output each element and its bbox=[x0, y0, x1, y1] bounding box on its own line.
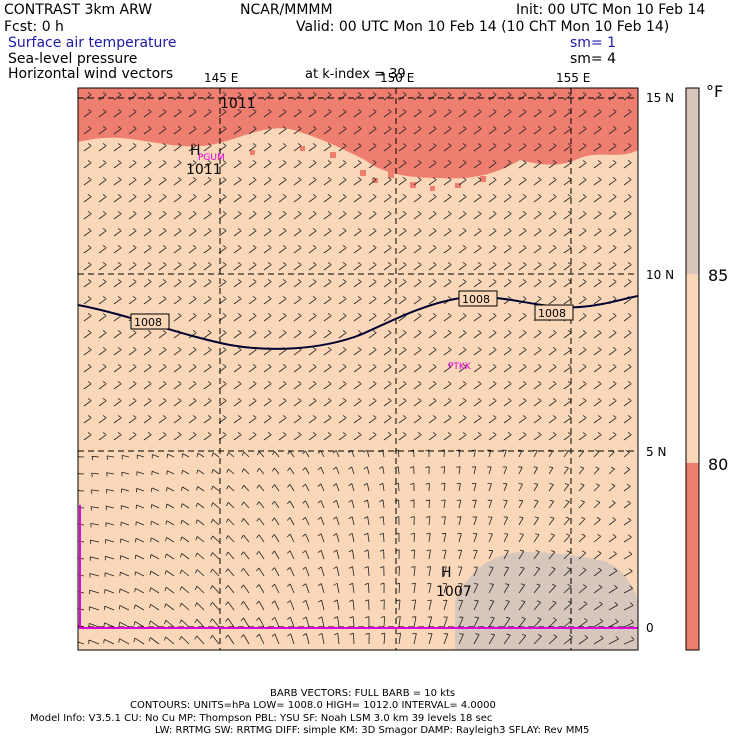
lat-label-10n: 10 N bbox=[646, 268, 674, 282]
high-pressure-value: 1011 bbox=[186, 162, 222, 178]
domain-boundary bbox=[79, 505, 638, 629]
high-pressure-value: 1007 bbox=[436, 584, 472, 600]
wind-barb-field bbox=[78, 92, 635, 645]
high-pressure-value: 1011 bbox=[220, 96, 256, 112]
colorbar: °F 85 80 bbox=[685, 82, 728, 651]
colorbar-label-85: 85 bbox=[708, 266, 728, 285]
contour-label: 1008 bbox=[134, 316, 162, 329]
contour-label: 1008 bbox=[462, 293, 490, 306]
colorbar-segment-mid bbox=[686, 274, 699, 463]
lon-label-145e: 145 E bbox=[204, 71, 238, 85]
hot-temperature-region bbox=[455, 552, 638, 650]
high-pressure-symbol: H bbox=[190, 143, 201, 159]
colorbar-segment-warm bbox=[686, 463, 699, 650]
lat-label-equator: 0 bbox=[646, 621, 654, 635]
contour-label: 1008 bbox=[538, 307, 566, 320]
contour-label-box bbox=[534, 304, 574, 321]
station-ptkk: PTKK bbox=[448, 362, 472, 372]
level-label: at k-index = 39 bbox=[305, 67, 406, 82]
field-sea-level-pressure: Sea-level pressure bbox=[8, 51, 138, 67]
valid-time: Valid: 00 UTC Mon 10 Feb 14 (10 ChT Mon … bbox=[296, 19, 670, 35]
model-title: CONTRAST 3km ARW bbox=[4, 2, 153, 18]
plot-frame bbox=[77, 87, 639, 651]
temperature-field bbox=[78, 88, 638, 650]
lat-label-5n: 5 N bbox=[646, 445, 666, 459]
forecast-hour: Fcst: 0 h bbox=[4, 19, 64, 35]
contour-label-box bbox=[458, 290, 498, 307]
contour-label-box bbox=[130, 313, 170, 330]
init-time: Init: 00 UTC Mon 10 Feb 14 bbox=[516, 2, 706, 18]
colorbar-frame bbox=[685, 87, 700, 651]
contour-labels: 1008 1008 1008 bbox=[130, 290, 574, 330]
colorbar-label-80: 80 bbox=[708, 455, 728, 474]
lat-label-15n: 15 N bbox=[646, 91, 674, 105]
warm-temperature-region bbox=[78, 88, 638, 179]
field-surface-temperature: Surface air temperature bbox=[8, 35, 177, 51]
lon-label-150e: 150 E bbox=[380, 71, 414, 85]
field-surface-temperature-smoothing: sm= 1 bbox=[570, 35, 617, 51]
high-pressure-symbol: H bbox=[441, 565, 452, 581]
pressure-centers: 1011 H 1011 H 1007 bbox=[186, 96, 472, 600]
barb-legend: BARB VECTORS: FULL BARB = 10 kts bbox=[270, 688, 456, 699]
contour-legend: CONTOURS: UNITS=hPa LOW= 1008.0 HIGH= 10… bbox=[130, 700, 496, 711]
lon-label-155e: 155 E bbox=[556, 71, 590, 85]
wind-barbs bbox=[78, 92, 635, 645]
colorbar-unit: °F bbox=[706, 82, 723, 101]
field-wind-vectors: Horizontal wind vectors bbox=[8, 66, 174, 82]
model-physics-info: LW: RRTMG SW: RRTMG DIFF: simple KM: 3D … bbox=[155, 725, 590, 736]
organization-label: NCAR/MMMM bbox=[240, 2, 333, 18]
colorbar-segment-hot bbox=[686, 88, 699, 274]
model-info: Model Info: V3.5.1 CU: No Cu MP: Thompso… bbox=[30, 713, 493, 724]
pressure-contour-1008 bbox=[78, 295, 638, 350]
station-pgum: PGUM bbox=[198, 153, 225, 163]
field-sea-level-pressure-smoothing: sm= 4 bbox=[570, 51, 617, 67]
